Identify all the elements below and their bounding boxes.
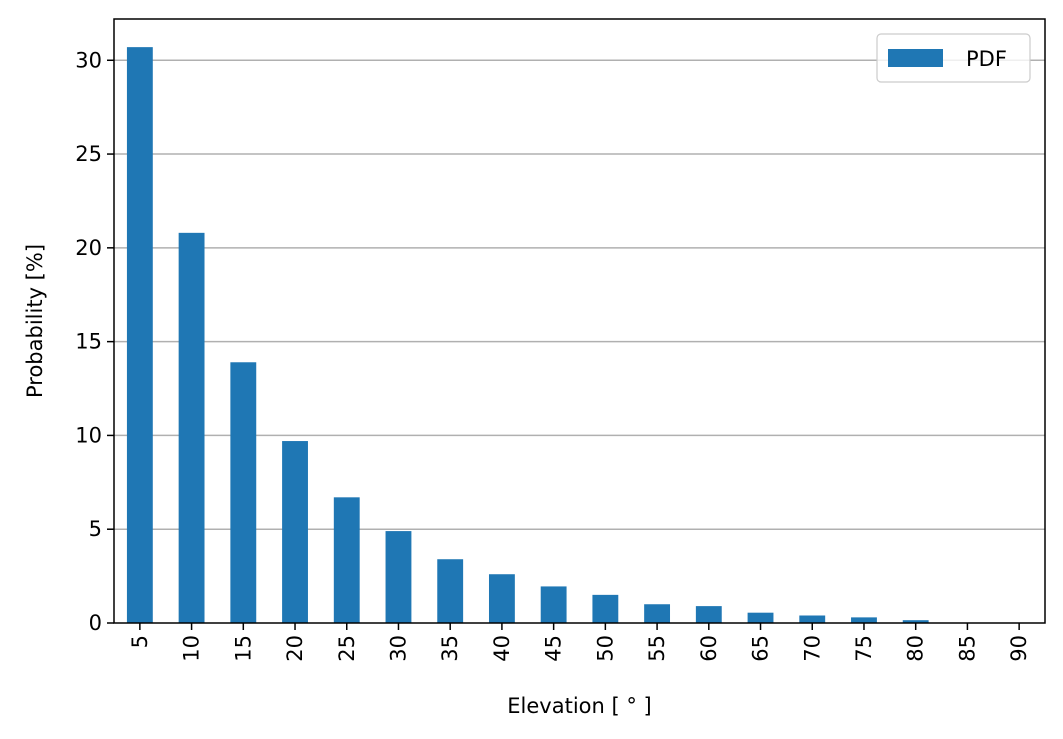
bar	[695, 606, 722, 623]
y-axis-label: Probability [%]	[23, 244, 47, 398]
x-tick-label: 85	[955, 635, 979, 662]
legend-label: PDF	[966, 47, 1007, 71]
legend: PDF	[876, 33, 1031, 83]
bar	[230, 362, 257, 623]
bar	[437, 559, 464, 623]
bar	[747, 612, 774, 623]
bar	[540, 586, 567, 623]
x-tick-label: 50	[593, 635, 617, 662]
bar	[178, 232, 205, 624]
y-axis-ticks: 0 5 10 15 20 25 30	[75, 48, 114, 635]
y-tick-label: 10	[75, 423, 102, 447]
x-tick-label: 90	[1007, 635, 1031, 662]
bar	[488, 574, 515, 623]
x-tick-label: 70	[800, 635, 824, 662]
bar	[126, 47, 153, 623]
x-tick-label: 75	[852, 635, 876, 662]
bar	[333, 497, 360, 623]
bar	[644, 604, 671, 623]
x-tick-label: 80	[904, 635, 928, 662]
x-tick-label: 55	[645, 635, 669, 662]
x-tick-label: 40	[490, 635, 514, 662]
bar	[851, 617, 877, 623]
y-tick-label: 5	[89, 517, 102, 541]
bar	[592, 594, 619, 623]
y-tick-label: 0	[89, 611, 102, 635]
x-tick-label: 35	[438, 635, 462, 662]
y-gridlines	[114, 59, 1045, 530]
x-tick-label: 65	[749, 635, 773, 662]
x-tick-label: 30	[386, 635, 410, 662]
legend-swatch	[888, 49, 943, 67]
plot-area-frame	[113, 18, 1046, 624]
bar	[902, 620, 929, 623]
bars	[126, 47, 1033, 624]
x-tick-label: 5	[128, 635, 152, 648]
bar	[799, 615, 826, 623]
x-tick-label: 25	[335, 635, 359, 662]
y-tick-label: 25	[75, 142, 102, 166]
x-tick-label: 10	[180, 635, 204, 662]
bar	[282, 441, 308, 623]
y-tick-label: 15	[75, 330, 102, 354]
x-tick-label: 15	[231, 635, 255, 662]
bar	[385, 531, 412, 623]
legend-box	[876, 33, 1031, 83]
y-tick-label: 20	[75, 236, 102, 260]
x-axis-ticks: 5 10 15 20 25 30 35 40 45 50 55 60 65 70 75 80 85 90	[128, 623, 1031, 662]
x-tick-label: 20	[283, 635, 307, 662]
y-tick-label: 30	[75, 48, 102, 72]
x-axis-label: Elevation [ ° ]	[507, 694, 651, 718]
x-tick-label: 45	[542, 635, 566, 662]
x-tick-label: 60	[697, 635, 721, 662]
